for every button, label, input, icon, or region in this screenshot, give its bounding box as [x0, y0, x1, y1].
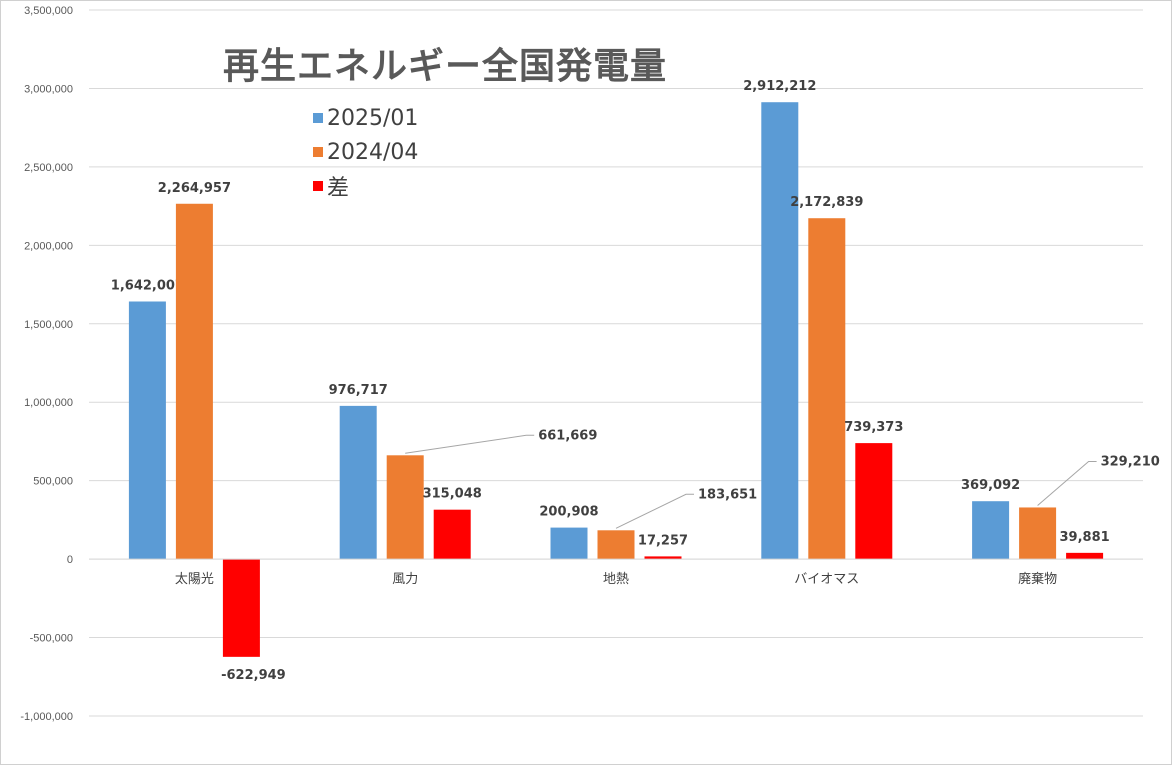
x-tick-label: 太陽光: [175, 572, 214, 587]
data-label: 17,257: [638, 533, 688, 548]
data-label: 661,669: [538, 428, 597, 443]
y-tick-label: 3,000,000: [24, 83, 73, 95]
x-tick-label: 地熱: [603, 572, 629, 587]
legend-swatch-2025-01: [313, 113, 323, 123]
legend-item-difference: 差: [313, 169, 418, 203]
data-label: 39,881: [1060, 530, 1110, 545]
bar: [128, 301, 166, 560]
x-tick-label: バイオマス: [794, 572, 859, 587]
data-label: 2,264,957: [158, 181, 231, 196]
y-tick-label: 1,500,000: [24, 319, 73, 331]
legend-label-2025-01: 2025/01: [327, 105, 419, 131]
bar: [339, 405, 377, 560]
y-tick-label: 500,000: [33, 476, 73, 488]
data-label: -622,949: [221, 668, 286, 683]
data-label: 739,373: [844, 420, 903, 435]
y-tick-label: -1,000,000: [20, 711, 73, 723]
legend-label-2024-04: 2024/04: [327, 139, 419, 165]
x-tick-label: 風力: [392, 572, 418, 587]
bar: [597, 530, 635, 560]
x-tick-label: 廃棄物: [1018, 571, 1057, 587]
legend-swatch-2024-04: [313, 147, 323, 157]
y-tick-label: 0: [67, 554, 73, 566]
bar: [855, 443, 893, 560]
y-tick-label: 2,500,000: [24, 162, 73, 174]
y-tick-label: 2,000,000: [24, 240, 73, 252]
legend-label-difference: 差: [327, 176, 350, 201]
bar: [1066, 552, 1104, 560]
legend-swatch-difference: [313, 181, 323, 191]
bar: [1019, 507, 1057, 560]
data-label: 329,210: [1101, 454, 1160, 469]
legend-item-2025-01: 2025/01: [313, 101, 418, 135]
data-label: 2,912,212: [743, 79, 816, 94]
leader-line: [405, 434, 535, 454]
y-tick-label: 3,500,000: [24, 5, 73, 17]
bar: [972, 501, 1010, 560]
bar: [433, 509, 471, 560]
data-label: 183,651: [698, 487, 757, 502]
y-tick-label: 1,000,000: [24, 397, 73, 409]
y-tick-label: -500,000: [30, 633, 73, 645]
legend-item-2024-04: 2024/04: [313, 135, 418, 169]
leader-line: [615, 493, 694, 529]
bar: [761, 102, 799, 560]
bar: [808, 218, 846, 560]
data-label: 315,048: [423, 487, 482, 502]
bar: [222, 559, 260, 657]
data-label: 976,717: [329, 383, 388, 398]
legend: 2025/01 2024/04 差: [313, 101, 418, 203]
bar: [550, 527, 588, 560]
bar: [386, 455, 424, 560]
data-label: 1,642,007: [111, 278, 184, 293]
bar: [175, 203, 213, 560]
data-label: 2,172,839: [790, 195, 863, 210]
chart-title: 再生エネルギー全国発電量: [223, 46, 668, 87]
leader-line: [1037, 460, 1097, 506]
data-label: 200,908: [539, 505, 598, 520]
data-label: 369,092: [961, 478, 1020, 493]
bar: [644, 556, 682, 560]
